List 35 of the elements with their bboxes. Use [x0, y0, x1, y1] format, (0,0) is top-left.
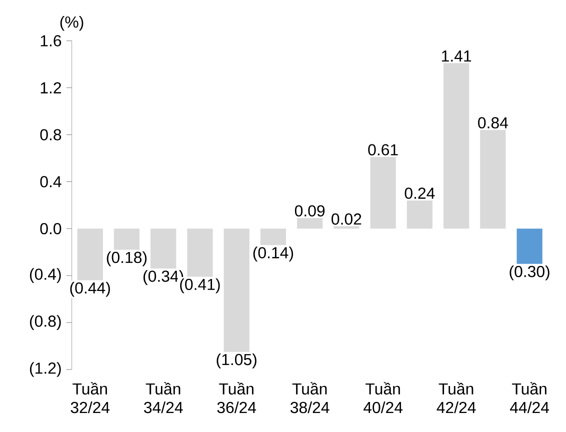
data-label: 0.84 [478, 117, 508, 128]
bar [187, 228, 213, 277]
data-label: (0.44) [70, 282, 110, 297]
x-tick-label: Tuần 38/24 [290, 382, 330, 414]
bar [297, 218, 323, 229]
data-label: 0.09 [294, 205, 325, 217]
x-tick-label: Tuần 40/24 [364, 382, 403, 414]
bar [114, 228, 140, 250]
y-tick-label: 1.2 [40, 82, 61, 94]
y-tick-label: 1.6 [40, 35, 62, 46]
y-tick-label: 0.8 [40, 129, 62, 140]
x-tick-label: Tuần 44/24 [510, 382, 550, 414]
data-label: (1.05) [216, 354, 256, 368]
x-tick-label: Tuần 32/24 [70, 382, 110, 414]
y-tick-label: 0.0 [40, 223, 62, 234]
bar [480, 130, 506, 229]
y-tick-label: (0.8) [30, 315, 61, 330]
x-tick-label: Tuần 34/24 [144, 382, 183, 414]
x-tick-label: Tuần 36/24 [217, 382, 256, 414]
data-label: 1.41 [442, 50, 472, 62]
y-tick-label: (0.4) [30, 268, 61, 284]
data-label: 0.02 [332, 213, 362, 225]
bar [260, 228, 286, 246]
x-tick-label: Tuần 42/24 [436, 382, 476, 414]
data-label: (0.18) [106, 251, 147, 266]
bar [406, 200, 433, 229]
bar [77, 228, 103, 280]
data-label: 0.24 [404, 188, 435, 199]
y-tick-label: 0.4 [40, 176, 62, 188]
data-label: (0.14) [253, 246, 294, 262]
bar [370, 157, 396, 229]
y-tick-label: (1.2) [30, 362, 61, 377]
data-label: 0.61 [368, 144, 398, 156]
y-axis-title: (%) [60, 16, 84, 31]
data-label: (0.30) [510, 266, 550, 280]
